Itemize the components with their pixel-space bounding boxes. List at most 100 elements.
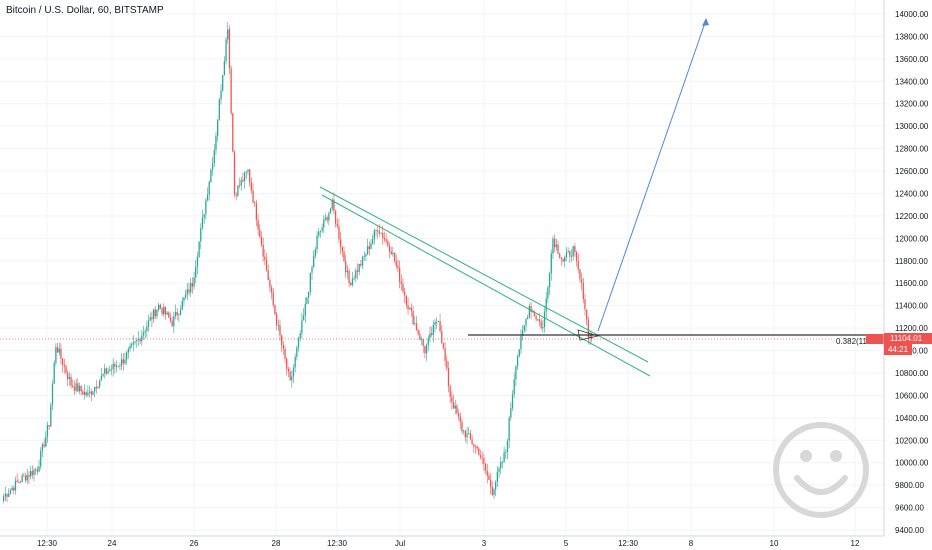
candle-body [575, 252, 578, 262]
time-axis[interactable]: 12:30 24 26 28 12:30 Jul 3 5 12:30 8 10 12 [37, 539, 860, 548]
candle-body [334, 210, 337, 224]
candle-body [8, 493, 10, 497]
candle-body [83, 392, 86, 395]
current-price-label: 11104.01 [890, 334, 923, 343]
candle-body [161, 308, 163, 315]
candle-body [500, 461, 502, 469]
candle-body [137, 338, 140, 341]
candle-body [213, 150, 215, 164]
candle-body [489, 479, 492, 488]
candle-body [425, 345, 428, 354]
candle-body [377, 230, 379, 232]
candle-body [235, 194, 237, 196]
candle-body [486, 470, 488, 476]
candle-body [430, 333, 433, 335]
candle-body [380, 232, 382, 234]
candle-body [542, 327, 544, 329]
candle-body [333, 199, 335, 211]
candle-body [230, 68, 232, 114]
candle-body [247, 169, 249, 172]
candle-body [372, 239, 374, 244]
countdown-label: 44:21 [888, 345, 909, 354]
candle-body [565, 252, 568, 258]
candle-body [95, 386, 97, 389]
candle-body [397, 265, 399, 268]
price-tick-label: 9800.00 [895, 481, 924, 490]
trendline-lower[interactable] [321, 194, 651, 377]
candle-body [422, 339, 424, 347]
candle-body [491, 487, 493, 495]
price-tick-label: 13800.00 [895, 32, 929, 41]
candle-body [363, 256, 365, 257]
candle-body [564, 257, 566, 262]
candle-body [100, 375, 103, 381]
candle-body [156, 309, 158, 317]
candle-body [265, 259, 268, 271]
projection-arrow[interactable] [597, 19, 707, 332]
candle-body [142, 332, 145, 336]
candle-body [186, 289, 188, 295]
candle-body [505, 452, 507, 453]
candle-body [119, 365, 121, 367]
trendline-upper[interactable] [319, 186, 649, 363]
candle-body [582, 282, 584, 300]
smiley-face-icon [773, 422, 869, 518]
candle-body [451, 396, 453, 403]
candle-body [260, 237, 263, 245]
candle-body [181, 300, 183, 310]
candle-body [560, 257, 563, 260]
candle-body [159, 304, 162, 309]
candle-body [33, 469, 35, 476]
candle-body [503, 452, 505, 462]
price-tick-label: 13000.00 [895, 122, 929, 131]
candle-body [65, 366, 67, 373]
candle-body [548, 273, 551, 288]
price-tick-label: 12800.00 [895, 145, 929, 154]
time-tick-label: 26 [190, 539, 199, 548]
candle-body [56, 347, 59, 353]
candle-body [345, 261, 347, 273]
candle-body [432, 324, 434, 335]
candle-body [567, 251, 569, 253]
candle-body [144, 330, 146, 333]
candle-body [254, 202, 256, 204]
candle-body [521, 330, 524, 336]
candle-body [249, 169, 251, 183]
candle-body [272, 292, 274, 306]
candle-body [210, 169, 212, 182]
price-tick-label: 12200.00 [895, 212, 929, 221]
candle-body [527, 317, 529, 320]
candle-body [225, 39, 227, 62]
candle-body [23, 475, 25, 477]
candle-body [553, 238, 556, 248]
candle-body [9, 490, 12, 494]
candle-body [498, 468, 500, 472]
candle-body [525, 319, 527, 326]
candle-body [195, 266, 197, 278]
price-tick-label: 12600.00 [895, 167, 929, 176]
candle-body [366, 246, 369, 255]
fib-label-tag [866, 334, 884, 344]
candle-body [174, 311, 177, 317]
candle-body [183, 297, 185, 301]
candle-body [41, 444, 44, 452]
price-tick-label: 11400.00 [895, 302, 928, 311]
candle-body [105, 368, 108, 374]
candle-body [501, 461, 504, 463]
candle-body [190, 283, 192, 293]
candle-body [483, 458, 485, 464]
candle-body [286, 358, 288, 369]
time-tick-label: 5 [564, 539, 569, 548]
candle-body [78, 385, 81, 392]
price-axis[interactable]: 14000.00 13800.00 13600.00 13400.00 13200.00… [895, 10, 929, 535]
candle-body [540, 321, 542, 329]
candle-body [291, 376, 293, 381]
candle-body [264, 256, 266, 260]
candle-body [18, 481, 20, 483]
candle-body [191, 283, 194, 287]
candle-body [63, 365, 65, 367]
candle-body [171, 320, 173, 327]
candle-body [316, 235, 318, 250]
